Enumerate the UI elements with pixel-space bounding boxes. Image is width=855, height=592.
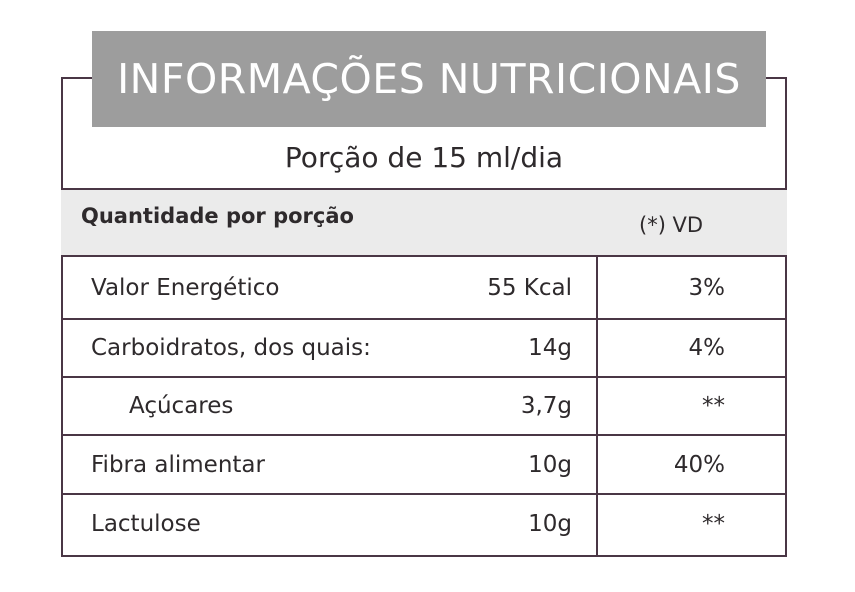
- nutrient-vd: **: [702, 511, 725, 537]
- nutrient-name: Carboidratos, dos quais:: [91, 335, 371, 361]
- table-row-acucares: Açúcares 3,7g **: [61, 378, 787, 434]
- nutrient-name: Fibra alimentar: [91, 452, 265, 478]
- divider: [61, 434, 787, 436]
- column-divider: [596, 256, 598, 557]
- divider: [61, 376, 787, 378]
- nutrition-title: INFORMAÇÕES NUTRICIONAIS: [92, 31, 766, 127]
- nutrient-vd: 40%: [673, 452, 725, 478]
- nutrient-vd: 4%: [688, 335, 726, 361]
- table-row-lactulose: Lactulose 10g **: [61, 496, 787, 552]
- nutrient-amount: 10g: [528, 511, 572, 537]
- table-row-carboidratos: Carboidratos, dos quais: 14g 4%: [61, 320, 787, 376]
- nutrient-amount: 14g: [528, 335, 572, 361]
- quantity-header: Quantidade por porção: [81, 204, 354, 228]
- nutrient-name: Valor Energético: [91, 275, 280, 301]
- nutrient-amount: 55 Kcal: [487, 275, 572, 301]
- divider: [61, 188, 787, 190]
- nutrient-amount: 3,7g: [520, 393, 572, 419]
- vd-header: (*) VD: [639, 213, 704, 237]
- portion-size: Porção de 15 ml/dia: [284, 141, 564, 174]
- divider: [61, 255, 787, 257]
- table-header: Quantidade por porção (*) VD: [61, 190, 787, 256]
- nutrient-vd: **: [702, 393, 725, 419]
- divider: [61, 318, 787, 320]
- nutrient-amount: 10g: [528, 452, 572, 478]
- nutrient-name: Açúcares: [129, 393, 234, 419]
- table-row-fibra: Fibra alimentar 10g 40%: [61, 437, 787, 493]
- nutrient-vd: 3%: [688, 275, 726, 301]
- table-row-valor-energetico: Valor Energético 55 Kcal 3%: [61, 260, 787, 316]
- divider: [61, 493, 787, 495]
- nutrient-name: Lactulose: [91, 511, 201, 537]
